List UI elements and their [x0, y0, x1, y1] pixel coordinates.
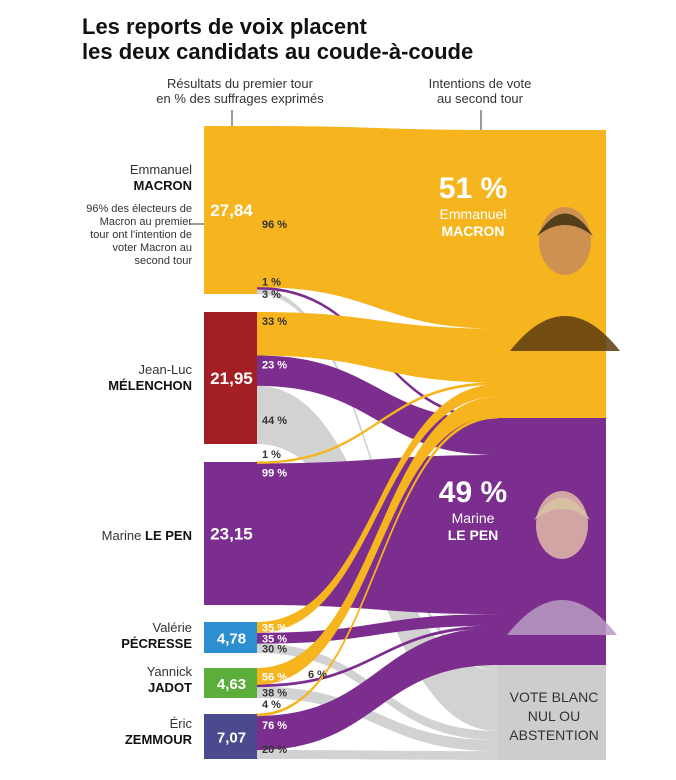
outcome-lepen-first: Marine — [451, 510, 495, 526]
flow-label: 1 % — [262, 276, 281, 288]
outcome-lepen-last: LE PEN — [447, 527, 499, 543]
candidate-first-melenchon: Jean-Luc — [138, 362, 192, 377]
title-line-1: Les reports de voix placent — [82, 14, 367, 39]
source-value-pecresse: 4,78 — [217, 631, 246, 648]
source-value-lepen: 23,15 — [210, 525, 253, 544]
abst-line-3: ABSTENTION — [509, 727, 599, 743]
candidate-last-jadot: JADOT — [147, 680, 192, 695]
flow-ribbon — [257, 750, 498, 760]
right-column-header: Intentions de vote au second tour — [400, 76, 560, 106]
candidate-name-lepen: Marine LE PEN — [2, 528, 192, 544]
outcome-lepen-pct: 49 % — [438, 476, 508, 509]
candidate-last-pecresse: PÉCRESSE — [121, 636, 192, 651]
flow-ribbon — [257, 627, 498, 750]
candidate-last-lepen: LE PEN — [145, 528, 192, 543]
portrait-layer — [507, 207, 620, 635]
right-header-line-1: Intentions de vote — [428, 76, 532, 91]
flow-label: 99 % — [262, 467, 287, 479]
source-value-melenchon: 21,95 — [210, 369, 253, 388]
flow-label: 23 % — [262, 360, 287, 372]
candidate-name-pecresse: Valérie PÉCRESSE — [2, 620, 192, 652]
flow-label: 3 % — [262, 289, 281, 301]
left-column-header: Résultats du premier tour en % des suffr… — [140, 76, 340, 106]
abst-line-2: NUL OU — [527, 708, 581, 724]
candidate-first-zemmour: Éric — [169, 716, 192, 731]
candidate-first-macron: Emmanuel — [129, 162, 192, 177]
lepen-portrait — [507, 491, 617, 635]
candidate-last-macron: MACRON — [133, 178, 193, 193]
outcome-macron-first: Emmanuel — [439, 206, 507, 222]
chart-title: Les reports de voix placent les deux can… — [82, 14, 473, 64]
flow-label: 76 % — [262, 720, 287, 732]
title-line-2: les deux candidats au coude-à-coude — [82, 39, 474, 64]
candidate-last-zemmour: ZEMMOUR — [124, 732, 192, 747]
flow-ribbon — [257, 396, 498, 685]
candidate-first-pecresse: Valérie — [152, 620, 192, 635]
flow-label: 30 % — [262, 643, 287, 655]
candidate-name-zemmour: Éric ZEMMOUR — [2, 716, 192, 748]
flow-label: 20 % — [262, 744, 287, 756]
outcome-macron-pct: 51 % — [438, 172, 508, 205]
flow-label: 56 % — [262, 671, 287, 683]
candidate-last-melenchon: MÉLENCHON — [108, 378, 192, 393]
target-bar-macron — [498, 130, 606, 418]
source-bar-melenchon — [204, 312, 257, 444]
source-bar-zemmour — [204, 714, 257, 759]
flow-label: 4 % — [262, 699, 281, 711]
source-bar-lepen — [204, 462, 257, 605]
flow-label: 35 % — [262, 622, 287, 634]
flow-label-layer: 96 %1 %3 %33 %23 %44 %1 %99 %35 %35 %30 … — [262, 219, 327, 756]
source-value-zemmour: 7,07 — [217, 730, 246, 747]
source-bar-pecresse — [204, 622, 257, 653]
right-header-line-2: au second tour — [436, 91, 523, 106]
flow-label: 38 % — [262, 687, 287, 699]
source-bar-jadot — [204, 668, 257, 698]
candidate-name-melenchon: Jean-Luc MÉLENCHON — [2, 362, 192, 394]
target-bar-abst — [498, 665, 606, 760]
candidate-first-lepen: Marine — [101, 528, 142, 543]
macron-portrait — [510, 207, 620, 351]
candidate-first-jadot: Yannick — [146, 664, 192, 679]
outcome-abstention-label: VOTE BLANC NUL OU ABSTENTION — [496, 688, 612, 745]
flow-ribbon — [257, 686, 498, 752]
left-header-line-1: Résultats du premier tour — [167, 76, 313, 91]
outcome-macron-label: 51 % Emmanuel MACRON — [410, 172, 536, 240]
candidate-name-jadot: Yannick JADOT — [2, 664, 192, 696]
abst-line-1: VOTE BLANC — [509, 689, 599, 705]
flow-label: 33 % — [262, 316, 287, 328]
flow-ribbon — [257, 614, 498, 644]
flow-label: 1 % — [262, 449, 281, 461]
flow-label: 96 % — [262, 219, 287, 231]
flow-layer — [256, 126, 499, 760]
candidate-name-macron: Emmanuel MACRON — [2, 162, 192, 194]
source-value-jadot: 4,63 — [217, 676, 246, 693]
left-header-line-2: en % des suffrages exprimés — [156, 91, 324, 106]
flow-label: 44 % — [262, 415, 287, 427]
flow-label: 35 % — [262, 633, 287, 645]
flow-ribbon — [257, 384, 498, 633]
outcome-lepen-label: 49 % Marine LE PEN — [410, 476, 536, 544]
source-value-macron: 27,84 — [210, 201, 253, 220]
outcome-macron-last: MACRON — [441, 223, 505, 239]
flow-label: 6 % — [308, 669, 327, 681]
source-bar-macron — [204, 126, 257, 294]
macron-note: 96% des électeurs de Macron au premier t… — [86, 203, 192, 267]
source-layer: 27,84 21,95 23,15 4,78 4,63 7,07 — [204, 126, 257, 759]
flow-ribbon — [257, 312, 498, 383]
flow-ribbon — [257, 126, 498, 329]
